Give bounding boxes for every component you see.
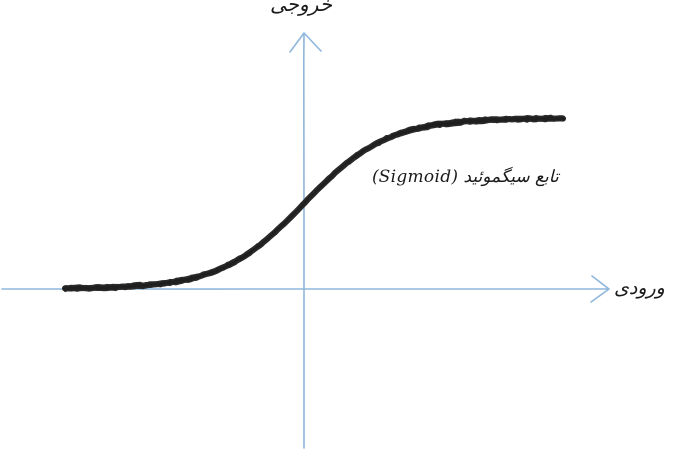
x-axis-label: ورودی xyxy=(614,277,665,299)
x-axis-arrowhead xyxy=(590,275,610,303)
y-axis-line xyxy=(302,33,305,449)
sigmoid-curve-texture xyxy=(64,114,564,287)
y-axis xyxy=(289,32,322,449)
sigmoid-curve-texture xyxy=(64,119,564,293)
sigmoid-curve xyxy=(62,114,566,293)
sigmoid-curve-stroke xyxy=(62,115,566,292)
y-axis-arrowhead xyxy=(289,32,322,53)
y-axis-label: خروجی xyxy=(270,0,333,16)
function-label: تابع سیگموئید (Sigmoid) xyxy=(372,167,559,187)
